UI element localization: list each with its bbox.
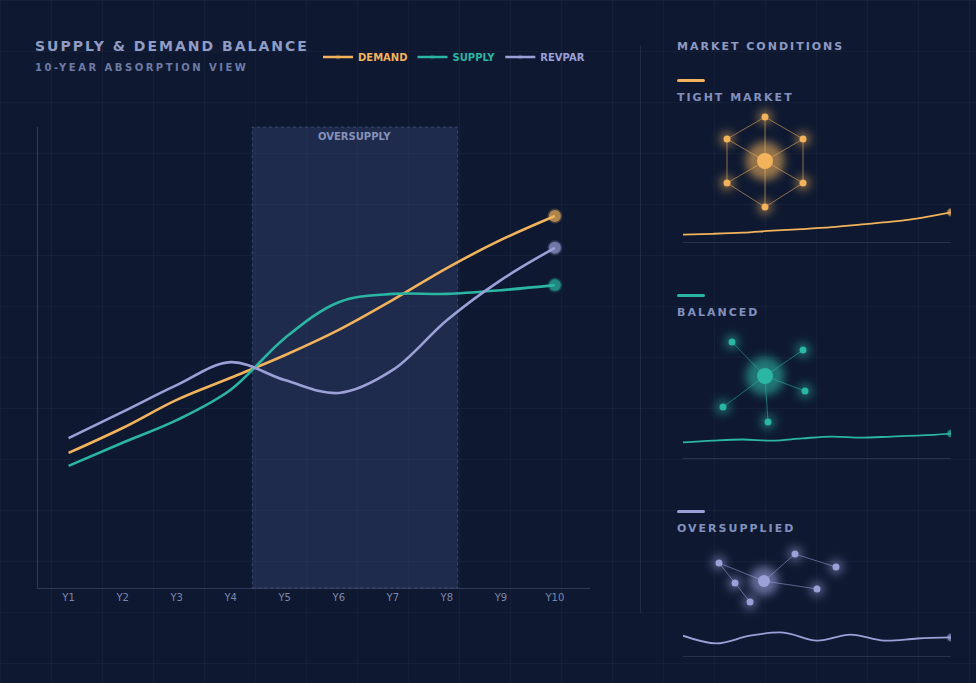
html-text:MARKET CONDITIONS: MARKET CONDITIONS bbox=[677, 40, 845, 53]
svg-text:Y5: Y5 bbox=[277, 592, 290, 603]
svg-text:Y2: Y2 bbox=[115, 592, 128, 603]
html-text:BALANCED: BALANCED bbox=[677, 306, 760, 319]
html-text:10-YEAR ABSORPTION VIEW: 10-YEAR ABSORPTION VIEW bbox=[35, 62, 249, 73]
svg-text:Y9: Y9 bbox=[494, 592, 507, 603]
svg-text:REVPAR: REVPAR bbox=[540, 52, 584, 63]
svg-text:SUPPLY: SUPPLY bbox=[453, 52, 496, 63]
svg-text:Y1: Y1 bbox=[61, 592, 74, 603]
svg-text:Y3: Y3 bbox=[169, 592, 182, 603]
svg-text:Y10: Y10 bbox=[544, 592, 564, 603]
svg-text:OVERSUPPLY: OVERSUPPLY bbox=[318, 131, 391, 142]
html-text:OVERSUPPLIED: OVERSUPPLIED bbox=[677, 522, 796, 535]
svg-text:DEMAND: DEMAND bbox=[358, 52, 408, 63]
html-text:SUPPLY & DEMAND BALANCE: SUPPLY & DEMAND BALANCE bbox=[35, 38, 309, 54]
svg-text:Y8: Y8 bbox=[440, 592, 453, 603]
svg-text:Y7: Y7 bbox=[386, 592, 399, 603]
html-text:TIGHT MARKET: TIGHT MARKET bbox=[677, 91, 794, 104]
svg-text:Y6: Y6 bbox=[332, 592, 345, 603]
svg-text:Y4: Y4 bbox=[223, 592, 236, 603]
